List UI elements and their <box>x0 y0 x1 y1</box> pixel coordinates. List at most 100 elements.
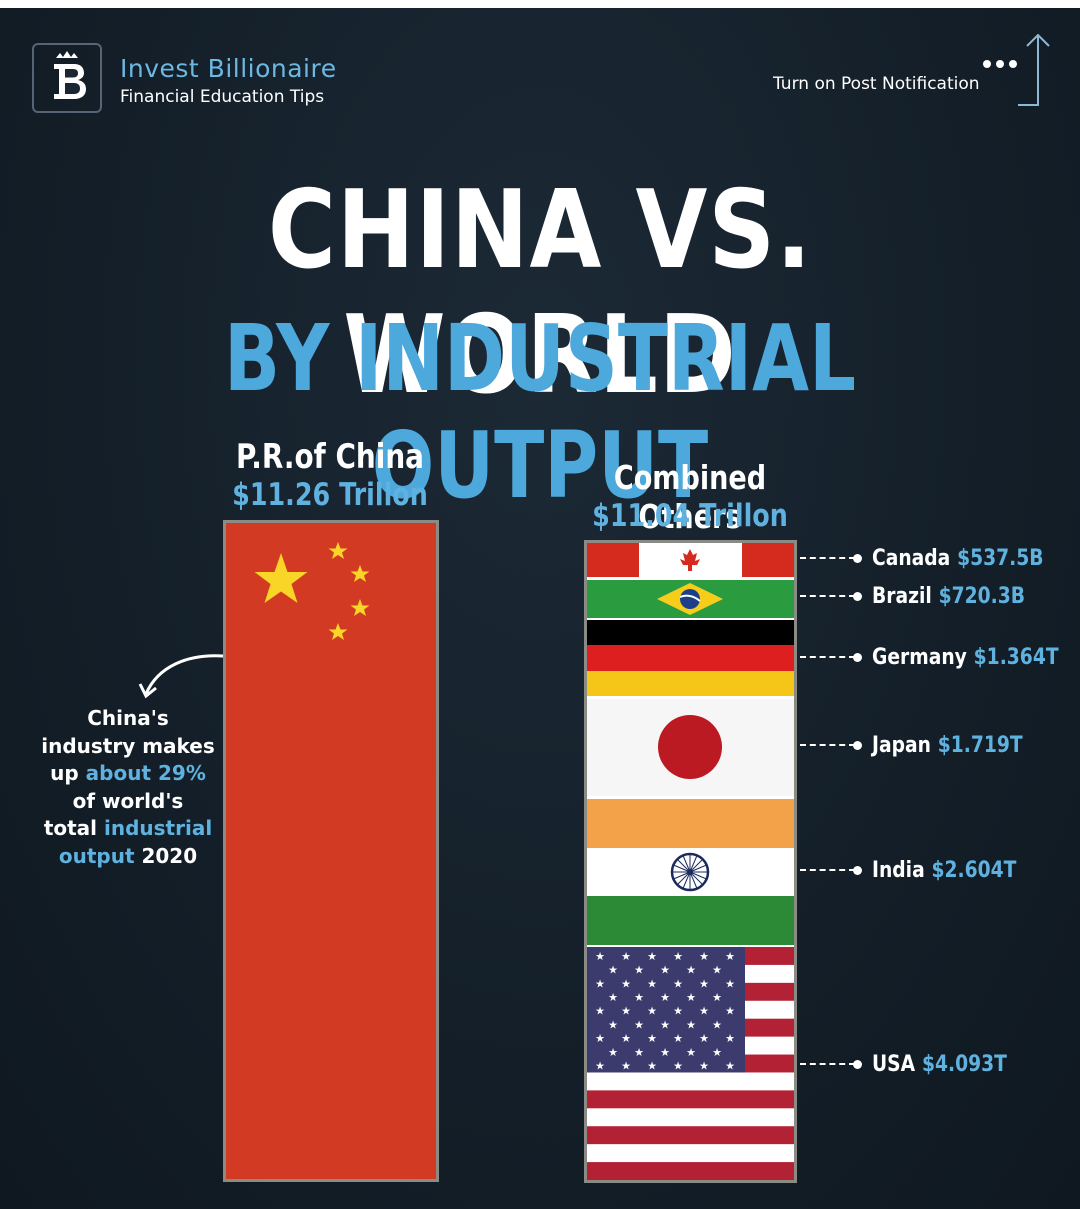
usa-star-icon: ★ <box>699 1032 709 1045</box>
others-value: $11.04 Trillon <box>592 498 788 534</box>
brazil-value: $720.3B <box>938 583 1026 609</box>
note-line-1: China's <box>87 706 169 730</box>
usa-star-icon: ★ <box>595 977 605 990</box>
brazil-segment <box>587 580 794 618</box>
usa-star-icon: ★ <box>634 1018 644 1031</box>
brazil-callout: Brazil $720.3B <box>800 583 1052 609</box>
usa-star-icon: ★ <box>712 991 722 1004</box>
usa-stripe <box>587 1162 794 1180</box>
brand-tagline: Financial Education Tips <box>120 87 325 107</box>
note-line-2: industry makes <box>41 733 215 758</box>
usa-star-icon: ★ <box>621 977 631 990</box>
canada-segment <box>587 543 794 577</box>
japan-segment <box>587 699 794 796</box>
usa-star-icon: ★ <box>725 977 735 990</box>
usa-star-icon: ★ <box>647 1032 657 1045</box>
usa-star-icon: ★ <box>608 964 618 977</box>
usa-star-icon: ★ <box>595 1032 605 1045</box>
india-callout: India $2.604T <box>800 857 1042 883</box>
usa-star-icon: ★ <box>673 1059 683 1072</box>
china-flag-stars-icon <box>254 542 370 640</box>
usa-segment: ★ ★ ★ ★ ★ ★ ★ ★ ★ ★ ★ ★ ★ ★ ★ ★ ★ ★ ★ ★ ★ ★ ★ ★ ★ ★ ★ ★ ★ ★ ★ ★ ★ ★ ★ ★ ★ ★ ★ ★… <box>587 947 794 1180</box>
subtitle: BY INDUSTRIAL OUTPUT <box>224 305 856 519</box>
others-label: Combined Others <box>613 458 767 536</box>
canada-value: $537.5B <box>957 545 1044 571</box>
note-line-3b: about 29% <box>85 761 206 785</box>
usa-star-icon: ★ <box>673 1032 683 1045</box>
top-strip <box>0 0 1080 8</box>
usa-star-icon: ★ <box>608 1046 618 1059</box>
usa-value: $4.093T <box>921 1051 1007 1077</box>
maple-leaf-icon <box>680 549 700 571</box>
usa-star-icon: ★ <box>647 977 657 990</box>
usa-star-icon: ★ <box>660 1018 670 1031</box>
japan-name: Japan <box>872 732 931 758</box>
usa-stripe <box>587 1126 794 1145</box>
usa-star-icon: ★ <box>595 1059 605 1072</box>
india-name: India <box>872 857 925 883</box>
usa-star-icon: ★ <box>686 964 696 977</box>
usa-star-icon: ★ <box>608 991 618 1004</box>
canada-name: Canada <box>872 545 951 571</box>
canada-callout: Canada $537.5B <box>800 545 1074 571</box>
usa-star-icon: ★ <box>595 1005 605 1018</box>
usa-stripe <box>587 1108 794 1127</box>
main-title: CHINA VS. WORLD <box>267 168 813 418</box>
usa-star-icon: ★ <box>673 1005 683 1018</box>
usa-star-icon: ★ <box>673 950 683 963</box>
usa-name: USA <box>872 1051 916 1077</box>
usa-star-icon: ★ <box>595 950 605 963</box>
germany-name: Germany <box>872 644 967 670</box>
usa-stripe <box>587 1072 794 1091</box>
usa-star-icon: ★ <box>712 1046 722 1059</box>
usa-star-icon: ★ <box>725 1032 735 1045</box>
usa-star-icon: ★ <box>699 1005 709 1018</box>
usa-star-icon: ★ <box>634 991 644 1004</box>
japan-value: $1.719T <box>937 732 1023 758</box>
usa-stripe <box>587 1144 794 1163</box>
usa-star-icon: ★ <box>686 1018 696 1031</box>
china-label: P.R.of China <box>235 437 425 477</box>
usa-star-icon: ★ <box>621 1005 631 1018</box>
usa-star-icon: ★ <box>725 1005 735 1018</box>
post-notification-text: Turn on Post Notification <box>773 74 980 94</box>
germany-callout: Germany $1.364T <box>800 644 1080 670</box>
usa-star-icon: ★ <box>608 1018 618 1031</box>
usa-canton <box>587 947 745 1073</box>
usa-star-icon: ★ <box>621 950 631 963</box>
notification-arrow-icon <box>983 33 1050 106</box>
usa-star-icon: ★ <box>712 964 722 977</box>
usa-star-icon: ★ <box>660 964 670 977</box>
brand-name: Invest Billionaire <box>120 54 337 83</box>
germany-segment <box>587 620 794 696</box>
curved-arrow-icon <box>138 654 224 699</box>
usa-star-icon: ★ <box>686 991 696 1004</box>
germany-value: $1.364T <box>973 644 1059 670</box>
usa-star-icon: ★ <box>647 950 657 963</box>
note-line-6b: 2020 <box>134 843 198 868</box>
usa-star-icon: ★ <box>660 991 670 1004</box>
note-line-5a: total <box>43 816 104 840</box>
note-line-5b: industrial <box>104 816 213 840</box>
usa-star-icon: ★ <box>699 950 709 963</box>
japan-callout: Japan $1.719T <box>800 732 1049 758</box>
usa-star-icon: ★ <box>699 1059 709 1072</box>
usa-star-icon: ★ <box>712 1018 722 1031</box>
usa-star-icon: ★ <box>634 1046 644 1059</box>
china-value: $11.26 Trillon <box>232 477 428 513</box>
usa-star-icon: ★ <box>660 1046 670 1059</box>
usa-star-icon: ★ <box>621 1032 631 1045</box>
usa-star-icon: ★ <box>673 977 683 990</box>
usa-star-icon: ★ <box>634 964 644 977</box>
china-share-note: China's industry makes up about 29% of w… <box>28 705 228 870</box>
crown-b-logo-icon <box>54 51 86 99</box>
note-line-3a: up <box>50 761 86 785</box>
india-value: $2.604T <box>931 857 1017 883</box>
usa-star-icon: ★ <box>699 977 709 990</box>
usa-star-icon: ★ <box>647 1005 657 1018</box>
usa-star-icon: ★ <box>621 1059 631 1072</box>
usa-star-icon: ★ <box>725 1059 735 1072</box>
usa-star-icon: ★ <box>686 1046 696 1059</box>
china-bar <box>223 520 439 1182</box>
india-segment <box>587 799 794 945</box>
